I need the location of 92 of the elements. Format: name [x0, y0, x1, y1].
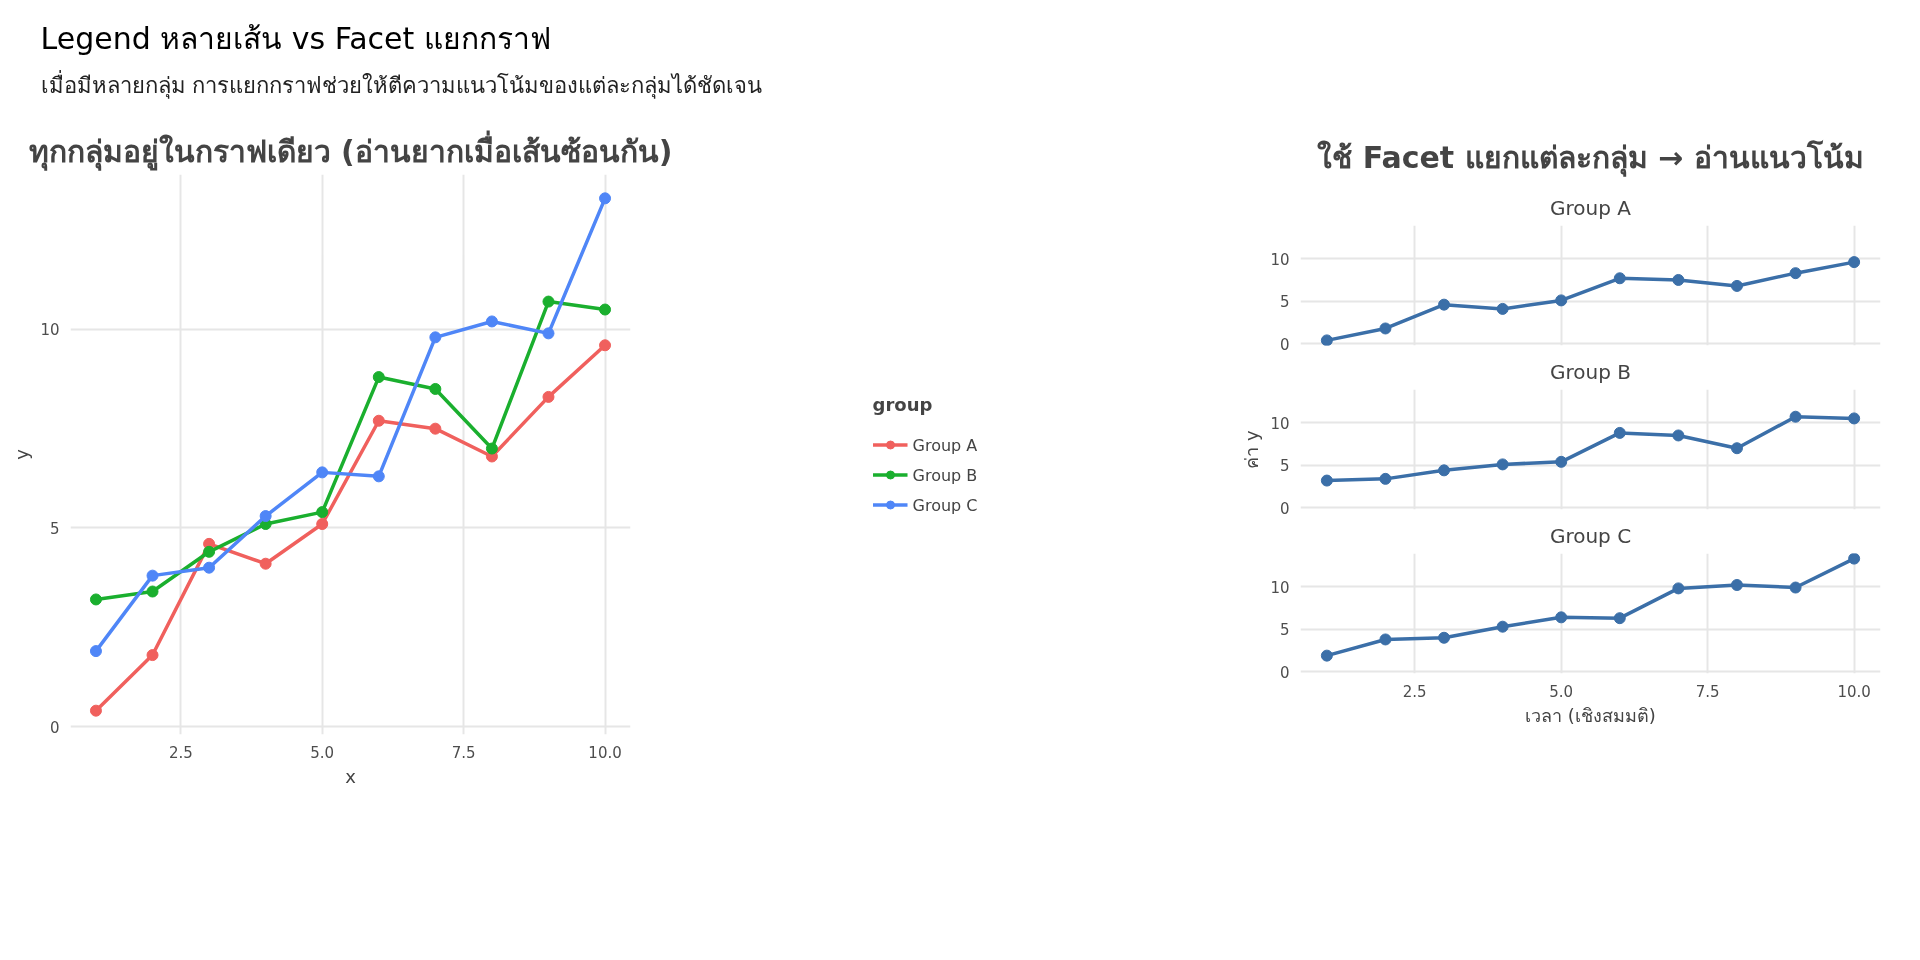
point — [1730, 442, 1743, 455]
y-tick-label: 5 — [1279, 293, 1290, 312]
y-tick-label: 0 — [1279, 499, 1290, 518]
y-tick-label: 10 — [40, 321, 60, 340]
x-tick-label: 2.5 — [168, 743, 193, 762]
x-tick-label: 2.5 — [1402, 682, 1427, 701]
text: ใช้ Facet แยกแต่ละกลุ่ม → อ่านแนวโน้ม — [1317, 139, 1864, 177]
y-tick-label: 10 — [1270, 414, 1290, 433]
chart-title: Group C — [1549, 523, 1632, 548]
point — [1672, 429, 1685, 442]
point — [203, 561, 216, 574]
point — [1672, 582, 1685, 595]
chart-title: Group A — [1550, 195, 1632, 220]
point — [1438, 298, 1451, 311]
point — [259, 510, 272, 523]
y-tick-label: 5 — [1279, 621, 1290, 640]
y-tick-label: 0 — [1279, 663, 1290, 682]
point — [1848, 256, 1861, 269]
y-tick-label: 10 — [1270, 578, 1290, 597]
legend-label: Group A — [912, 435, 978, 454]
y-axis-title: y — [11, 448, 33, 460]
y-tick-label: 5 — [1279, 457, 1290, 476]
point — [1613, 612, 1626, 625]
point — [1789, 410, 1802, 423]
point — [1496, 458, 1509, 471]
y-tick-label: 10 — [1270, 250, 1290, 269]
x-tick-label: 7.5 — [451, 743, 476, 762]
point — [1555, 455, 1568, 468]
point — [146, 649, 159, 662]
point — [485, 315, 498, 328]
point — [1496, 620, 1509, 633]
point — [372, 470, 385, 483]
x-axis-title: เวลา (เชิงสมมติ) — [1525, 704, 1656, 726]
point — [1789, 267, 1802, 280]
legend-label: Group C — [912, 495, 978, 514]
point — [485, 442, 498, 455]
x-tick-label: 10.0 — [588, 743, 622, 762]
point — [1555, 294, 1568, 307]
point — [1379, 633, 1392, 646]
point — [1730, 579, 1743, 591]
x-axis-title: x — [345, 765, 357, 787]
y-axis-title: ค่า y — [1241, 429, 1263, 469]
y-tick-label: 0 — [1279, 335, 1290, 354]
point — [146, 585, 159, 598]
point — [542, 295, 555, 308]
x-tick-label: 5.0 — [310, 743, 335, 762]
point — [1613, 426, 1626, 439]
point — [1848, 412, 1861, 425]
x-tick-label: 5.0 — [1549, 682, 1574, 701]
point — [1379, 472, 1392, 485]
point — [1438, 464, 1451, 477]
point — [1438, 631, 1451, 644]
point — [372, 414, 385, 427]
point — [1789, 581, 1802, 594]
point — [599, 339, 612, 352]
point — [372, 371, 385, 384]
point — [429, 331, 442, 344]
point — [1613, 272, 1626, 285]
point — [1320, 474, 1333, 487]
text: เมื่อมีหลายกลุ่ม การแยกกราฟช่วยให้ตีความแนวโน้มของแต่ละกลุ่มได้ชัดเจน — [40, 69, 763, 99]
point — [599, 192, 612, 205]
point — [542, 390, 555, 403]
chart-title: ทุกกลุ่มอยู่ในกราฟเดียว (อ่านยากเมื่อเส้นซ้อนกัน) — [28, 129, 673, 171]
point — [429, 422, 442, 435]
y-tick-label: 0 — [49, 718, 60, 737]
point — [316, 506, 329, 519]
point — [146, 569, 159, 582]
point — [1672, 273, 1685, 286]
chart-title: Group B — [1550, 359, 1631, 384]
point — [89, 704, 102, 717]
point — [89, 645, 102, 658]
point — [599, 303, 612, 316]
point — [1730, 279, 1743, 292]
x-tick-label: 7.5 — [1695, 682, 1720, 701]
legend-label: Group B — [912, 465, 978, 484]
point — [1379, 322, 1392, 335]
point — [203, 545, 216, 558]
point — [1555, 611, 1568, 624]
legend-title: group — [872, 393, 934, 415]
point — [259, 557, 272, 570]
y-tick-label: 5 — [49, 519, 60, 538]
point — [1496, 302, 1509, 315]
point — [1848, 553, 1861, 565]
point — [316, 518, 329, 530]
x-tick-label: 10.0 — [1837, 682, 1871, 701]
point — [542, 327, 555, 340]
point — [1320, 649, 1333, 662]
point — [89, 593, 102, 606]
point — [316, 466, 329, 479]
text: Legend หลายเส้น vs Facet แยกกราฟ — [40, 20, 551, 56]
point — [429, 382, 442, 395]
point — [1320, 334, 1333, 346]
